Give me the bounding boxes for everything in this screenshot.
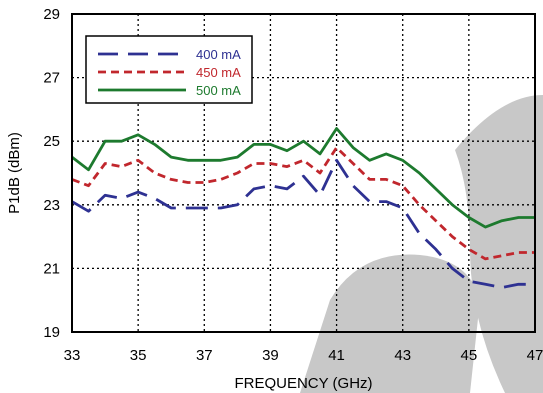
- series-line-2: [71, 127, 535, 229]
- x-tick-label: 43: [394, 347, 411, 364]
- legend-label: 500 mA: [196, 83, 241, 98]
- y-tick-label: 25: [43, 133, 60, 150]
- legend-label: 400 mA: [196, 47, 241, 62]
- series-line-0: [71, 158, 535, 289]
- x-tick-label: 39: [262, 347, 279, 364]
- series-line-1: [71, 146, 535, 261]
- y-axis-title: P1dB (dBm): [6, 132, 23, 214]
- y-tick-label: 19: [43, 324, 60, 341]
- legend: 400 mA 450 mA 500 mA: [85, 35, 253, 104]
- x-tick-label: 45: [461, 347, 478, 364]
- x-tick-labels: 33 35 37 39 41 43 45 47: [64, 347, 543, 364]
- legend-label: 450 mA: [196, 65, 241, 80]
- y-tick-label: 21: [43, 260, 60, 277]
- x-tick-label: 47: [527, 347, 543, 364]
- x-tick-label: 37: [196, 347, 213, 364]
- x-axis-title: FREQUENCY (GHz): [234, 375, 372, 392]
- x-tick-label: 41: [328, 347, 345, 364]
- y-tick-label: 27: [43, 70, 60, 87]
- y-tick-label: 29: [43, 6, 60, 23]
- x-tick-label: 33: [64, 347, 81, 364]
- legend-box: [85, 35, 253, 104]
- plot-frame: [71, 13, 536, 333]
- y-tick-label: 23: [43, 197, 60, 214]
- series-layer: [71, 127, 535, 289]
- watermark-shape: [300, 95, 543, 393]
- y-tick-labels: 19 21 23 25 27 29: [43, 6, 60, 341]
- x-tick-label: 35: [130, 347, 147, 364]
